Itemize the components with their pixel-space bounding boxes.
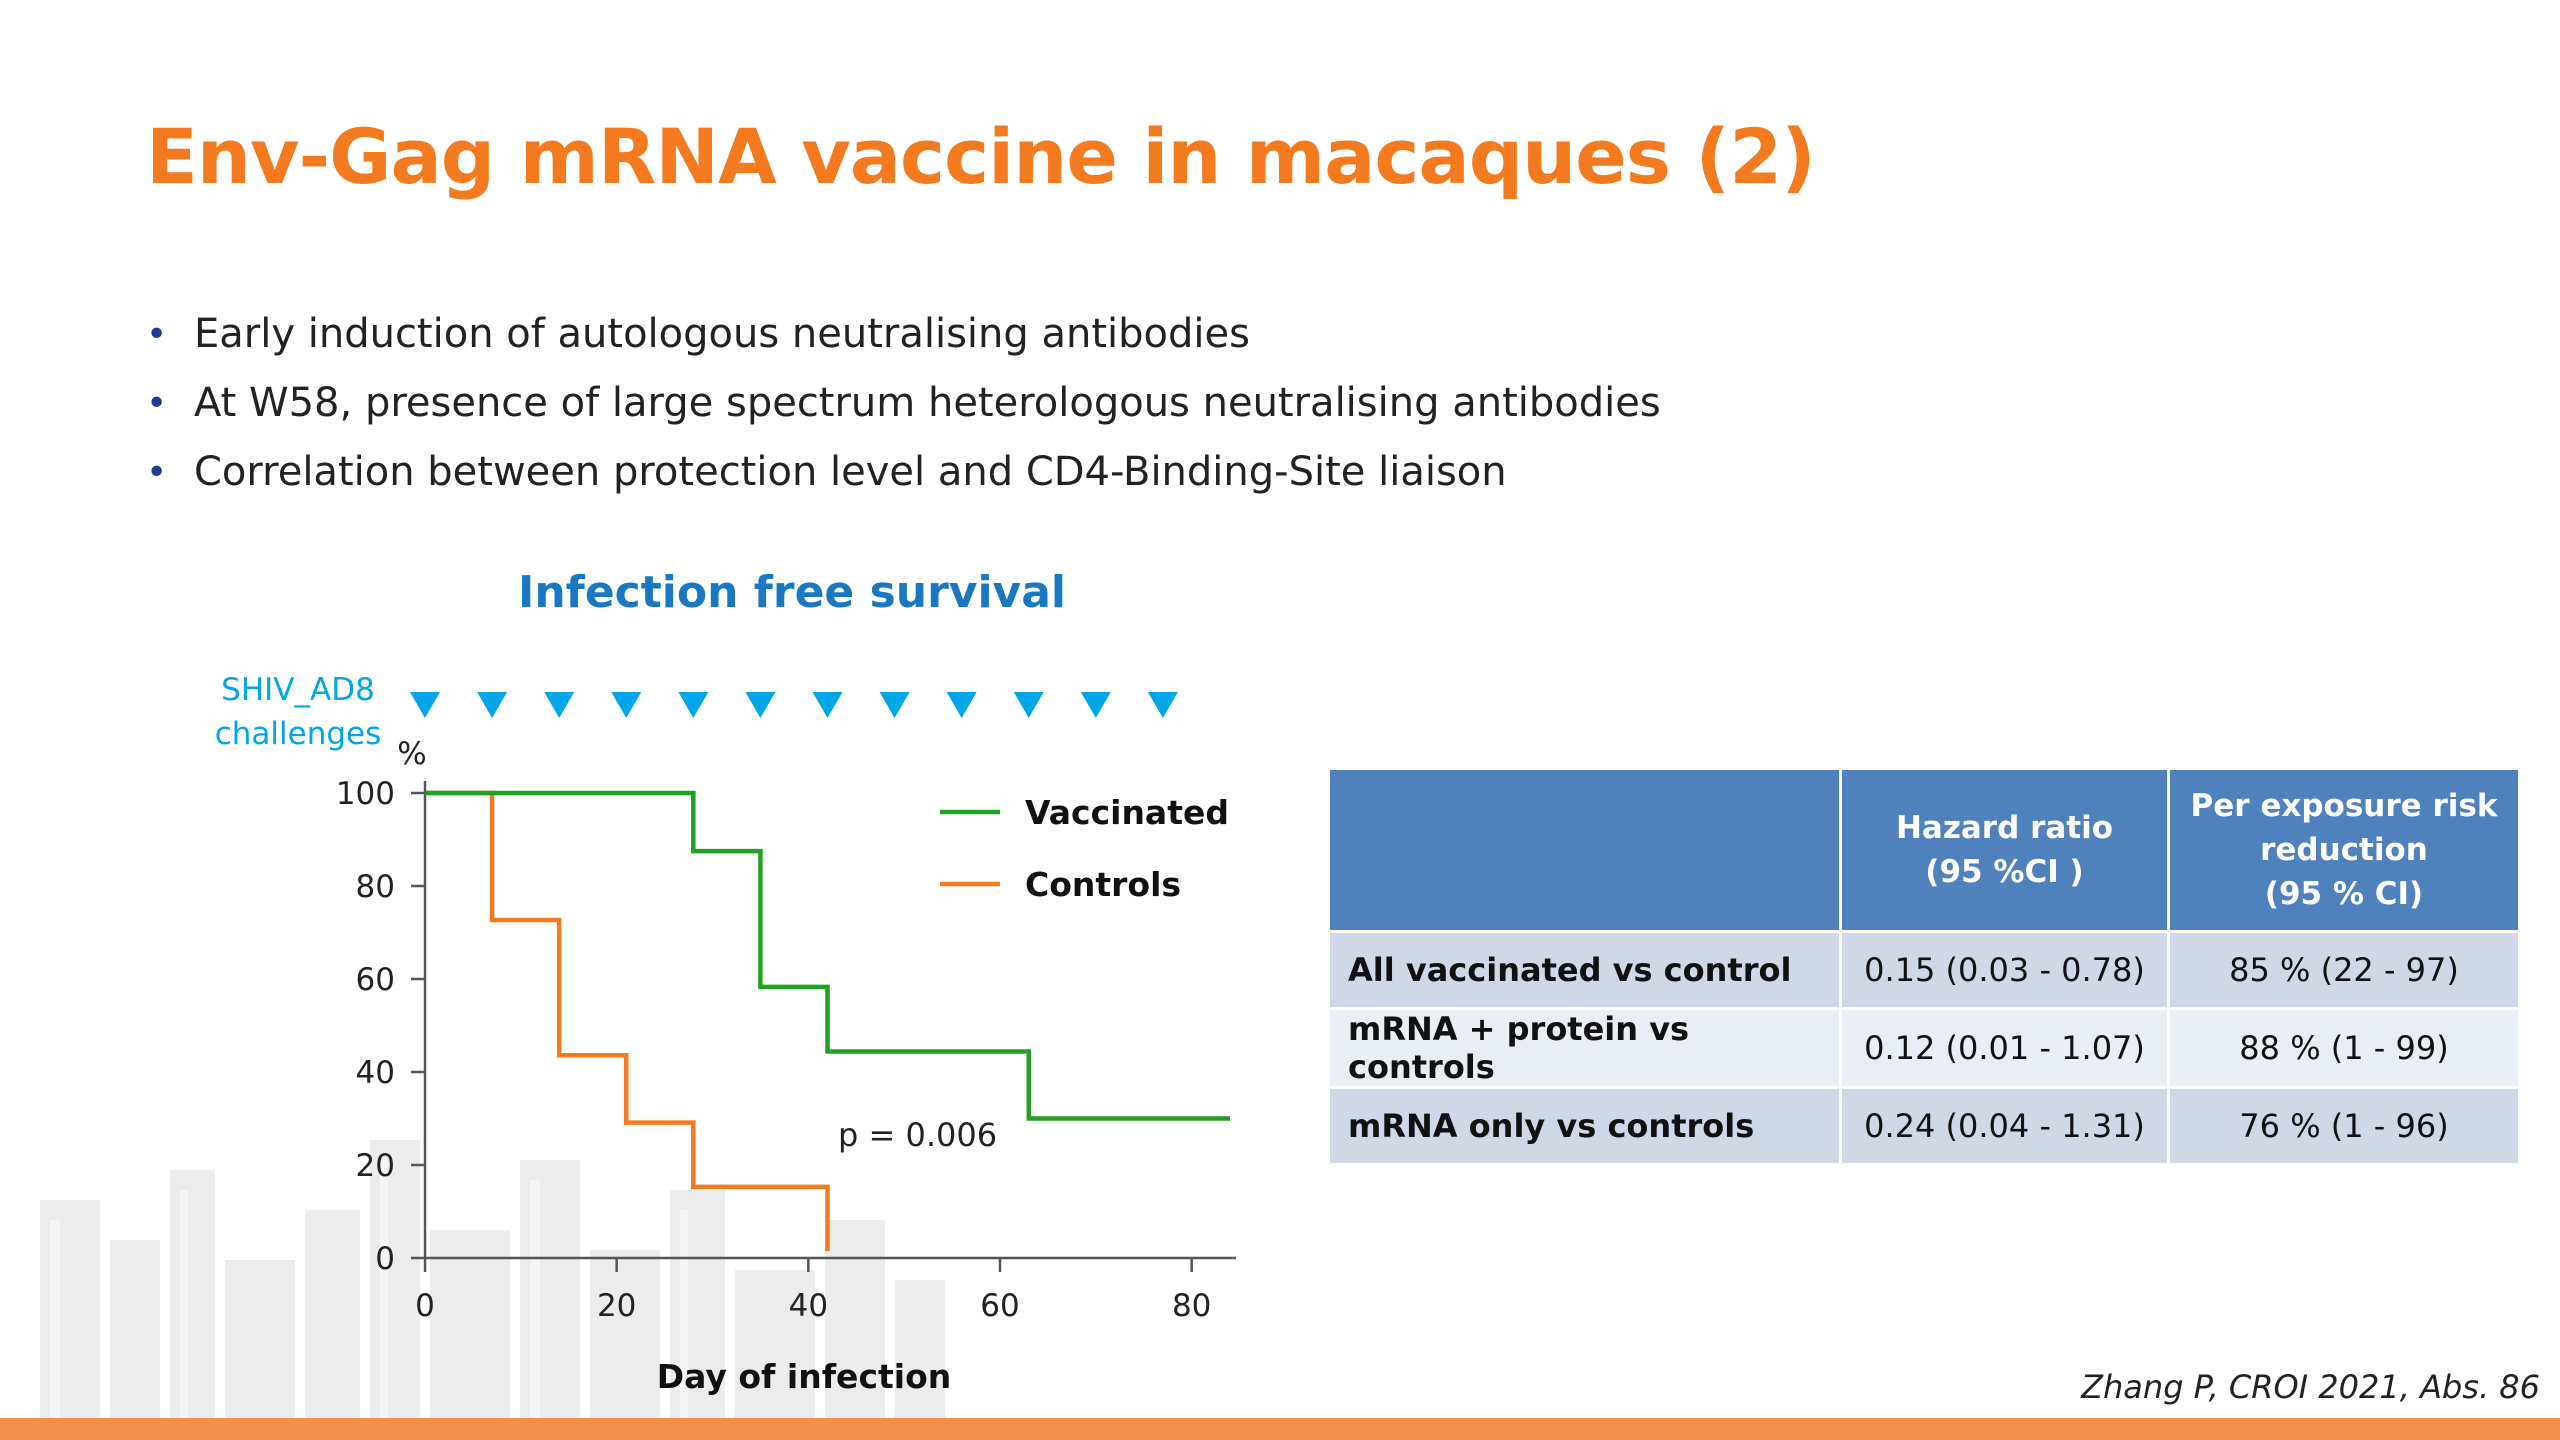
p-value-annotation: p = 0.006 [838,1116,997,1154]
skyline-background [40,1140,945,1428]
bullet-item: • Correlation between protection level an… [146,438,1661,507]
bullet-item: • At W58, presence of large spectrum hete… [146,369,1661,438]
bullet-dot-icon: • [146,383,168,424]
challenge-label-line2: challenges [215,716,382,752]
risk-reduction-cell: 88 % (1 - 99) [2167,1007,2521,1089]
challenge-marker-icon [1147,692,1178,718]
series-line-controls [425,790,830,1252]
challenge-marker-icon [812,692,843,718]
bullet-text: At W58, presence of large spectrum heter… [194,380,1661,426]
x-tick-label: 0 [415,1288,435,1324]
challenge-marker-icon [879,692,910,718]
source-citation: Zhang P, CROI 2021, Abs. 86 [2081,1368,2540,1406]
header-line: (95 %CI ) [1925,854,2084,890]
x-tick-label: 80 [1172,1288,1211,1324]
hazard-ratio-cell: 0.24 (0.04 - 1.31) [1839,1086,2170,1166]
survival-chart: Infection free survival SHIV_AD8 challen… [215,567,1236,1396]
header-line: Hazard ratio [1895,810,2114,846]
bullet-list: • Early induction of autologous neutralis… [146,300,1661,507]
challenge-marker-icon [946,692,977,718]
challenge-marker-icon [678,692,709,718]
table-row: mRNA only vs controls 0.24 (0.04 - 1.31)… [1327,1086,2521,1166]
bullet-dot-icon: • [146,314,168,355]
row-label: mRNA only vs controls [1327,1086,1842,1166]
risk-reduction-cell: 76 % (1 - 96) [2167,1086,2521,1166]
table-header-row: Hazard ratio (95 %CI ) Per exposure risk… [1327,767,2521,933]
x-tick-label: 60 [980,1288,1019,1324]
table-row: All vaccinated vs control 0.15 (0.03 - 0… [1327,930,2521,1010]
y-axis-unit: % [397,736,426,772]
challenge-markers [410,692,1178,718]
hazard-ratio-table: Hazard ratio (95 %CI ) Per exposure risk… [1327,767,2521,1166]
series-line-vaccinated [425,790,1230,1121]
row-label: mRNA + protein vs controls [1327,1007,1842,1089]
challenge-marker-icon [745,692,776,718]
risk-reduction-cell: 85 % (22 - 97) [2167,930,2521,1010]
header-line: (95 % CI) [2264,876,2424,912]
chart-title: Infection free survival [518,567,1066,618]
header-line: Per exposure risk [2190,788,2498,824]
bullet-dot-icon: • [146,452,168,493]
challenge-marker-icon [544,692,575,718]
legend-label: Vaccinated [1025,793,1229,832]
series-layer [425,790,1230,1252]
legend-label: Controls [1025,865,1181,904]
table-row: mRNA + protein vs controls 0.12 (0.01 - … [1327,1007,2521,1089]
x-axis-title: Day of infection [657,1357,952,1396]
y-tick-label: 60 [356,962,395,998]
header-cell-blank [1327,767,1842,933]
slide-title: Env-Gag mRNA vaccine in macaques (2) [146,112,1816,201]
chart-axes: 0 20 40 60 80 100 0 20 40 60 80 [336,776,1236,1324]
y-tick-label: 80 [356,869,395,905]
header-cell-hazard-ratio: Hazard ratio (95 %CI ) [1839,767,2170,933]
y-tick-label: 40 [356,1055,395,1091]
challenge-marker-icon [1013,692,1044,718]
challenge-marker-icon [611,692,642,718]
hazard-ratio-cell: 0.12 (0.01 - 1.07) [1839,1007,2170,1089]
chart-legend: Vaccinated Controls [940,793,1229,904]
challenge-marker-icon [1080,692,1111,718]
header-cell-risk-reduction: Per exposure risk reduction (95 % CI) [2167,767,2521,933]
challenge-label-line1: SHIV_AD8 [221,672,375,708]
challenge-marker-icon [410,692,440,718]
y-tick-label: 100 [336,776,395,812]
x-tick-label: 40 [789,1288,828,1324]
x-tick-label: 20 [597,1288,636,1324]
bullet-text: Correlation between protection level and… [194,449,1507,495]
header-line: reduction [2260,832,2428,868]
challenge-marker-icon [477,692,508,718]
bullet-text: Early induction of autologous neutralisi… [194,311,1250,357]
hazard-ratio-cell: 0.15 (0.03 - 0.78) [1839,930,2170,1010]
row-label: All vaccinated vs control [1327,930,1842,1010]
bottom-accent-bar [0,1418,2560,1440]
y-tick-label: 20 [356,1148,395,1184]
y-tick-label: 0 [375,1241,395,1277]
bullet-item: • Early induction of autologous neutralis… [146,300,1661,369]
